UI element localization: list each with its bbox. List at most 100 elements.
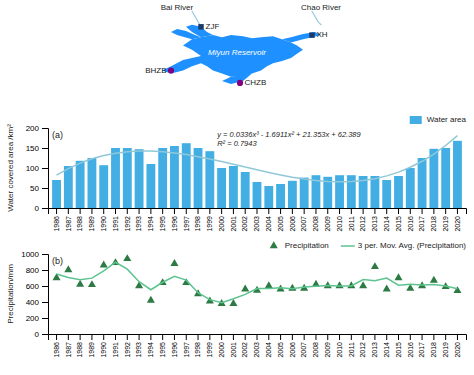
x-tick-mark — [374, 334, 375, 340]
x-tick: 2002 — [241, 208, 248, 232]
x-tick-mark — [292, 208, 293, 214]
x-tick-mark — [363, 208, 364, 214]
x-tick-mark — [315, 334, 316, 340]
x-tick-mark — [198, 334, 199, 340]
x-tick-mark — [174, 334, 175, 340]
x-tick-mark — [445, 208, 446, 214]
station-marker — [309, 32, 314, 37]
x-tick-label: 2000 — [218, 342, 225, 358]
x-tick: 2009 — [324, 334, 331, 358]
y-tick: 400 — [26, 298, 48, 307]
x-tick-label: 2019 — [442, 342, 449, 358]
bar — [347, 175, 356, 208]
x-tick-label: 1992 — [124, 342, 131, 358]
x-tick-label: 2002 — [241, 216, 248, 232]
bar — [99, 165, 108, 208]
map-label: Bai River — [161, 3, 194, 12]
x-tick-mark — [351, 208, 352, 214]
x-tick-mark — [292, 334, 293, 340]
x-tick-label: 1999 — [206, 342, 213, 358]
x-tick-mark — [139, 334, 140, 340]
x-tick-mark — [304, 208, 305, 214]
x-tick-mark — [363, 334, 364, 340]
plot-area — [53, 254, 462, 306]
map: Miyun ReservoirBai RiverChao RiverZJFXHB… — [145, 3, 341, 87]
x-tick: 1990 — [100, 208, 107, 232]
x-tick-mark — [410, 334, 411, 340]
x-tick-label: 1987 — [65, 216, 72, 232]
x-tick: 1986 — [53, 334, 60, 358]
x-tick: 1986 — [53, 208, 60, 232]
bar — [453, 141, 462, 208]
bar — [382, 180, 391, 208]
bar — [264, 186, 273, 208]
x-tick-mark — [410, 208, 411, 214]
x-tick: 2000 — [218, 208, 225, 232]
legend-label: 3 per. Mov. Avg. (Precipitation) — [358, 241, 467, 250]
chart-bar: 0501001502001986198719881989199019911992… — [6, 115, 466, 231]
x-tick: 2015 — [395, 208, 402, 232]
x-tick: 2008 — [312, 334, 319, 358]
y-tick: 150 — [26, 144, 48, 153]
x-tick-label: 2014 — [383, 342, 390, 358]
x-tick: 1987 — [65, 334, 72, 358]
x-tick-mark — [127, 208, 128, 214]
x-tick-label: 1995 — [159, 216, 166, 232]
bar — [146, 164, 155, 208]
map-label: BHZB — [145, 66, 166, 75]
x-tick-mark — [315, 208, 316, 214]
y-tick-label: 200 — [26, 124, 40, 133]
x-tick-label: 2020 — [454, 342, 461, 358]
x-tick-label: 1995 — [159, 342, 166, 358]
point — [76, 280, 84, 287]
line — [57, 136, 458, 182]
x-tick: 1995 — [159, 334, 166, 358]
panel-label: (a) — [52, 130, 63, 140]
y-tick-mark — [42, 286, 48, 287]
map-label: Chao River — [301, 3, 341, 12]
point — [383, 285, 391, 292]
x-tick-mark — [280, 334, 281, 340]
y-axis-title: Precipitation/mm — [6, 264, 15, 324]
x-tick-label: 2001 — [230, 342, 237, 358]
x-tick-mark — [186, 334, 187, 340]
x-tick-mark — [386, 334, 387, 340]
x-tick-mark — [115, 334, 116, 340]
x-tick-label: 1991 — [112, 216, 119, 232]
x-tick-label: 2003 — [253, 342, 260, 358]
bar — [300, 178, 309, 208]
x-tick-mark — [268, 334, 269, 340]
x-tick-mark — [80, 334, 81, 340]
x-tick: 1998 — [194, 208, 201, 232]
x-tick-label: 2006 — [289, 342, 296, 358]
x-tick-label: 2007 — [300, 342, 307, 358]
map-label: Miyun Reservoir — [208, 48, 266, 57]
x-tick: 2019 — [442, 334, 449, 358]
bar — [135, 149, 144, 208]
x-tick-label: 2010 — [336, 216, 343, 232]
x-tick-mark — [445, 334, 446, 340]
y-tick: 100 — [26, 164, 48, 173]
bar — [276, 184, 285, 208]
axis-line — [42, 129, 49, 209]
x-tick-label: 1993 — [135, 342, 142, 358]
x-tick: 2006 — [289, 208, 296, 232]
y-tick-mark — [42, 318, 48, 319]
x-tick-label: 1988 — [76, 216, 83, 232]
map-label: CHZB — [245, 78, 267, 87]
x-tick: 1996 — [171, 334, 178, 358]
bar — [394, 176, 403, 208]
x-tick-label: 2003 — [253, 216, 260, 232]
x-tick-label: 1994 — [147, 216, 154, 232]
point — [453, 286, 461, 293]
x-tick: 2020 — [454, 208, 461, 232]
axis-line — [49, 335, 467, 341]
x-tick-mark — [174, 208, 175, 214]
x-tick-mark — [162, 208, 163, 214]
y-tick-label: 100 — [26, 164, 40, 173]
x-tick: 1996 — [171, 208, 178, 232]
point — [123, 254, 131, 261]
legend-item: Precipitation — [270, 241, 329, 250]
x-tick: 2011 — [348, 334, 355, 357]
legend: Precipitation 3 per. Mov. Avg. (Precipita… — [270, 241, 467, 250]
